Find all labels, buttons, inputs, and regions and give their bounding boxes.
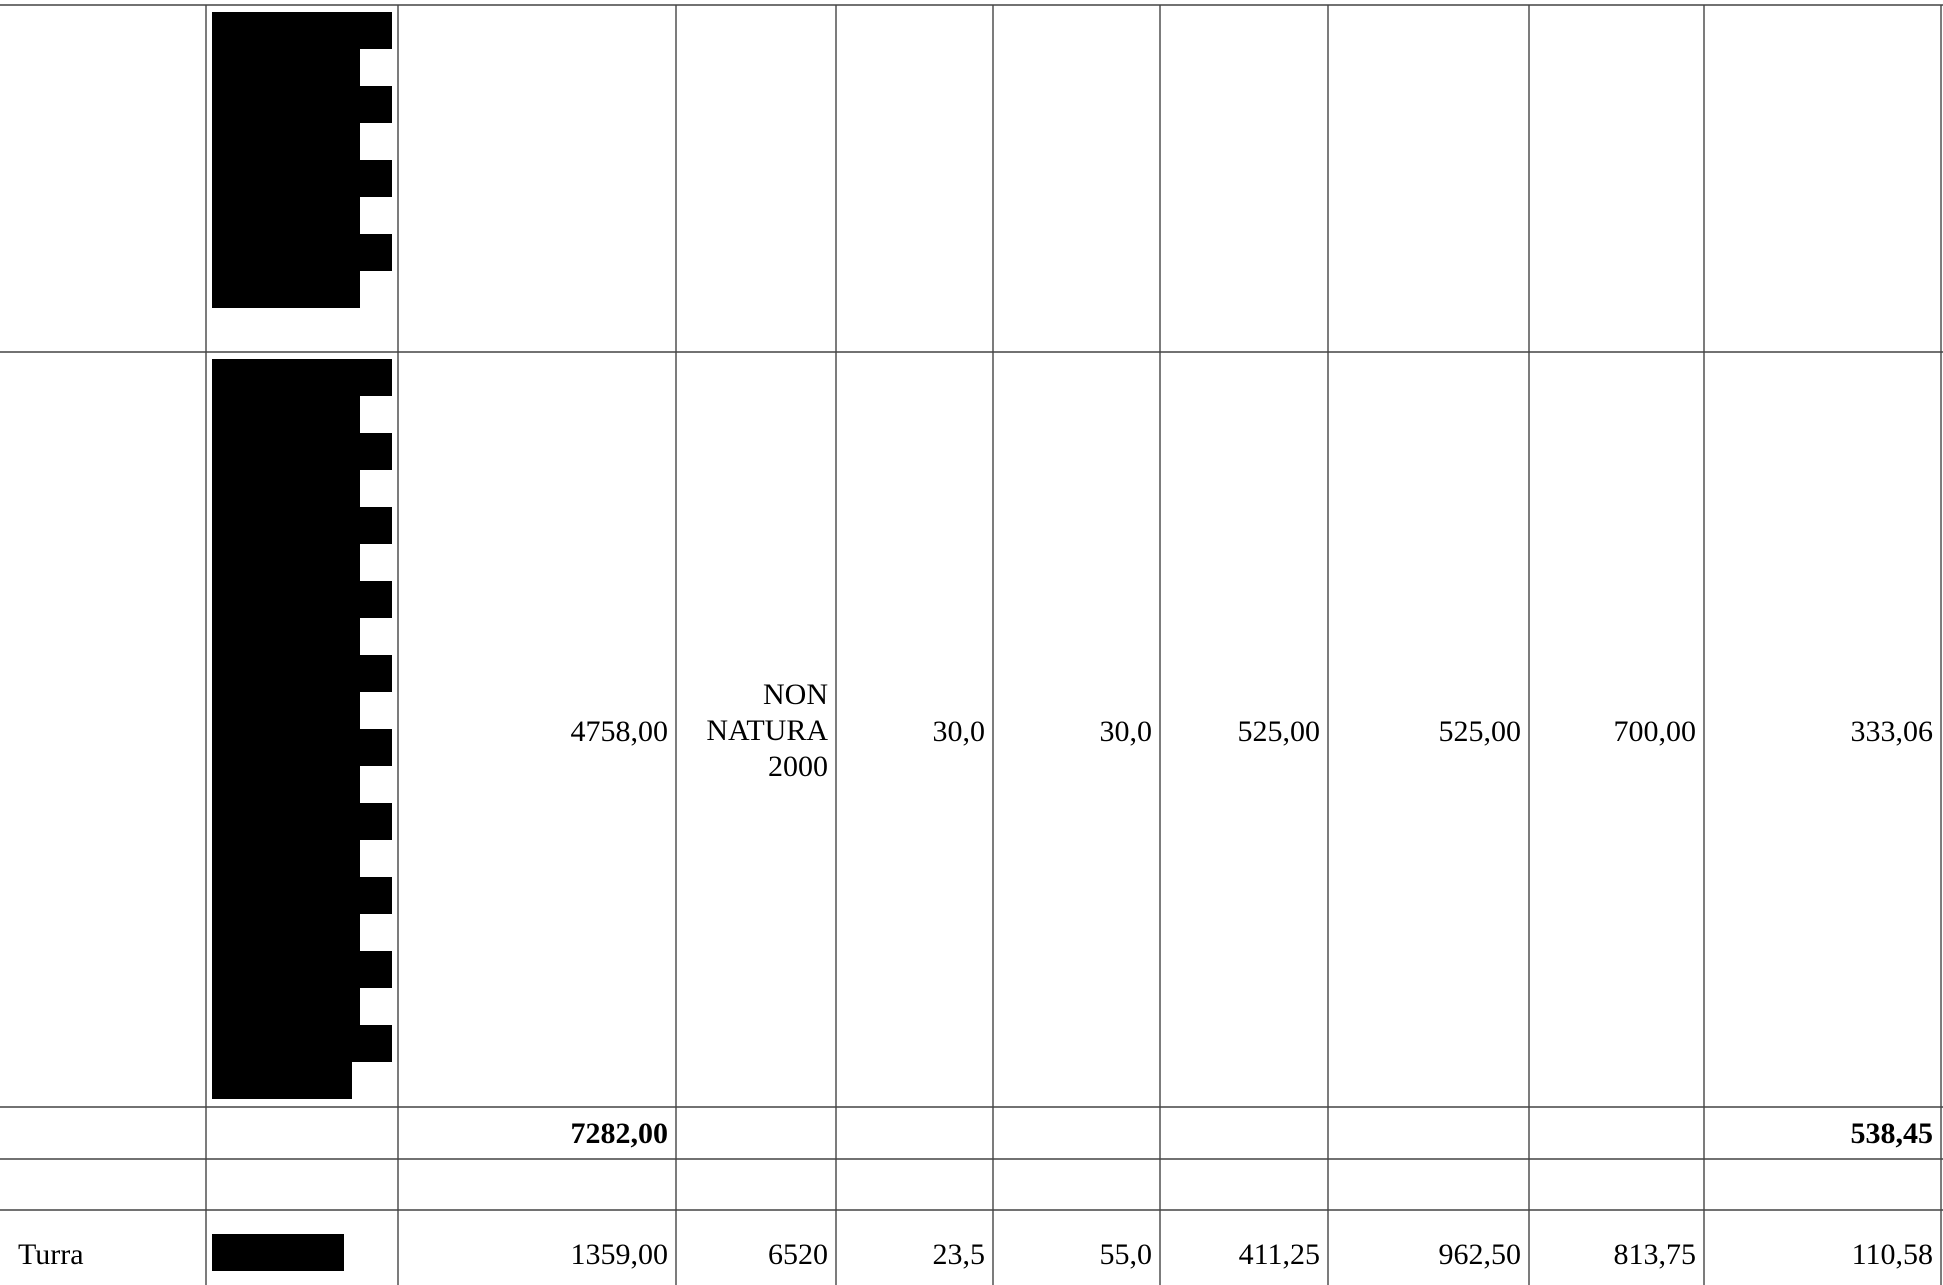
total-area: 7282,00: [570, 1117, 669, 1150]
municipality-name: Turra: [18, 1238, 84, 1271]
cell-value: 700,00: [1613, 715, 1697, 748]
cell-value: 110,58: [1851, 1238, 1933, 1271]
cell-area: 1359,00: [570, 1238, 669, 1271]
cell-value: 411,25: [1238, 1238, 1320, 1271]
cell-value: 23,5: [932, 1238, 986, 1271]
cell-value: 525,00: [1438, 715, 1522, 748]
natura-line-1: NON: [763, 678, 828, 711]
natura-line-3: 2000: [768, 750, 828, 783]
cell-code: 6520: [768, 1238, 828, 1271]
cell-value: 55,0: [1099, 1238, 1153, 1271]
redaction-block: [212, 1234, 344, 1271]
cell-value: 30,0: [1099, 715, 1153, 748]
cell-area: 4758,00: [570, 715, 669, 748]
total-value: 538,45: [1850, 1117, 1934, 1150]
cell-natura-status: NON NATURA 2000: [676, 677, 836, 785]
cell-value: 30,0: [932, 715, 986, 748]
cell-value: 333,06: [1850, 715, 1934, 748]
cell-value: 962,50: [1438, 1238, 1522, 1271]
cell-value: 525,00: [1237, 715, 1321, 748]
redaction-block: [212, 359, 392, 1099]
cell-value: 813,75: [1613, 1238, 1697, 1271]
natura-line-2: NATURA: [706, 714, 828, 747]
redaction-block: [212, 12, 392, 308]
